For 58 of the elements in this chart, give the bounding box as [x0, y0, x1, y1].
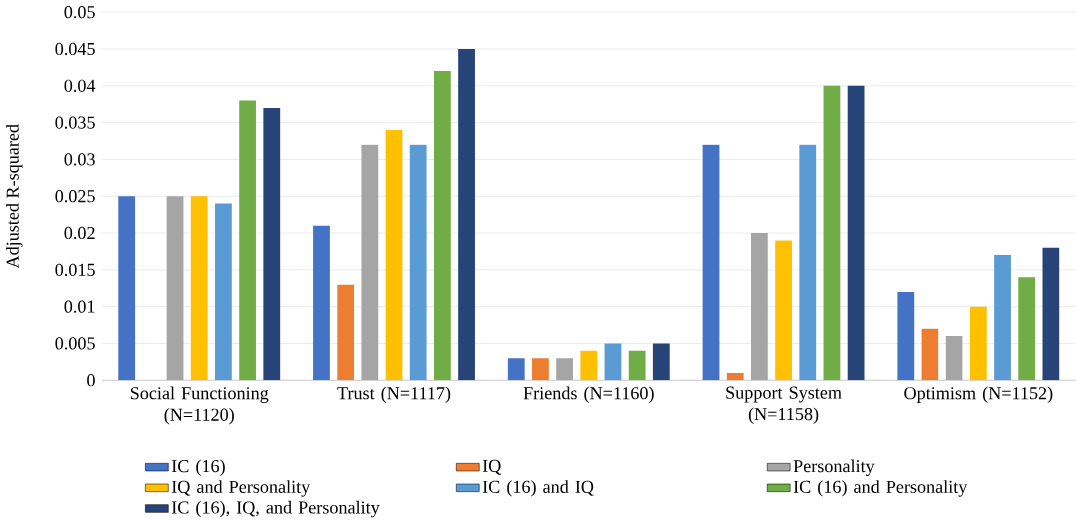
bar [823, 86, 841, 381]
y-tick-label: 0.025 [55, 190, 95, 203]
bar [190, 196, 208, 381]
bar [337, 284, 355, 381]
bar [1042, 247, 1060, 381]
bar [507, 358, 525, 381]
bar [921, 328, 939, 381]
bar [652, 343, 670, 381]
bar [702, 144, 720, 381]
y-tick-label: 0.04 [64, 79, 96, 93]
bar [361, 144, 379, 381]
bar [556, 358, 574, 381]
y-tick-label: 0.015 [55, 263, 95, 277]
bar [458, 49, 475, 381]
legend-label: IC (16) and Personality [793, 480, 968, 497]
bar [628, 351, 646, 381]
bar [166, 196, 184, 381]
bar [239, 100, 256, 381]
x-tick-label: Support System (N=1158) [726, 386, 842, 425]
bar [775, 240, 792, 381]
bar [409, 144, 427, 381]
bar [532, 358, 549, 381]
bar [433, 71, 451, 381]
y-tick-label: 0.005 [55, 337, 95, 350]
y-tick-label: 0.02 [64, 227, 95, 240]
bar [799, 144, 817, 381]
legend-label: IQ and Personality [171, 480, 311, 497]
legend-label: IC (16) [171, 459, 225, 477]
y-tick-label: 0.035 [55, 116, 95, 129]
bar [897, 292, 915, 381]
bar [385, 130, 403, 381]
y-tick-label: 0.01 [64, 300, 95, 314]
bar [118, 196, 136, 381]
legend-label: IC (16) and IQ [482, 480, 594, 497]
bar [604, 343, 622, 381]
bar [215, 203, 232, 381]
bar [1018, 277, 1036, 381]
legend-label: IQ [482, 460, 502, 475]
bar [580, 351, 598, 381]
bar [313, 225, 330, 381]
x-tick-label: Friends (N=1160) [523, 386, 654, 404]
y-tick-label: 0 [87, 374, 95, 387]
bar [263, 108, 281, 381]
legend-label: IC (16), IQ, and Personality [171, 501, 380, 518]
x-tick-label: Social Functioning (N=1120) [130, 386, 269, 425]
x-tick-label: Optimism (N=1152) [904, 386, 1053, 404]
bar [994, 255, 1011, 381]
y-tick-label: 0.05 [64, 6, 95, 19]
legend-label: Personality [793, 459, 875, 477]
y-tick-label: 0.03 [64, 153, 95, 166]
bar [751, 233, 768, 381]
bar [945, 336, 963, 381]
y-axis-title: Adjusted R-squared [6, 124, 23, 269]
bar [969, 306, 987, 381]
y-tick-label: 0.045 [55, 43, 95, 56]
x-tick-label: Trust (N=1117) [337, 386, 451, 404]
bar [847, 86, 865, 381]
bar [726, 373, 744, 381]
